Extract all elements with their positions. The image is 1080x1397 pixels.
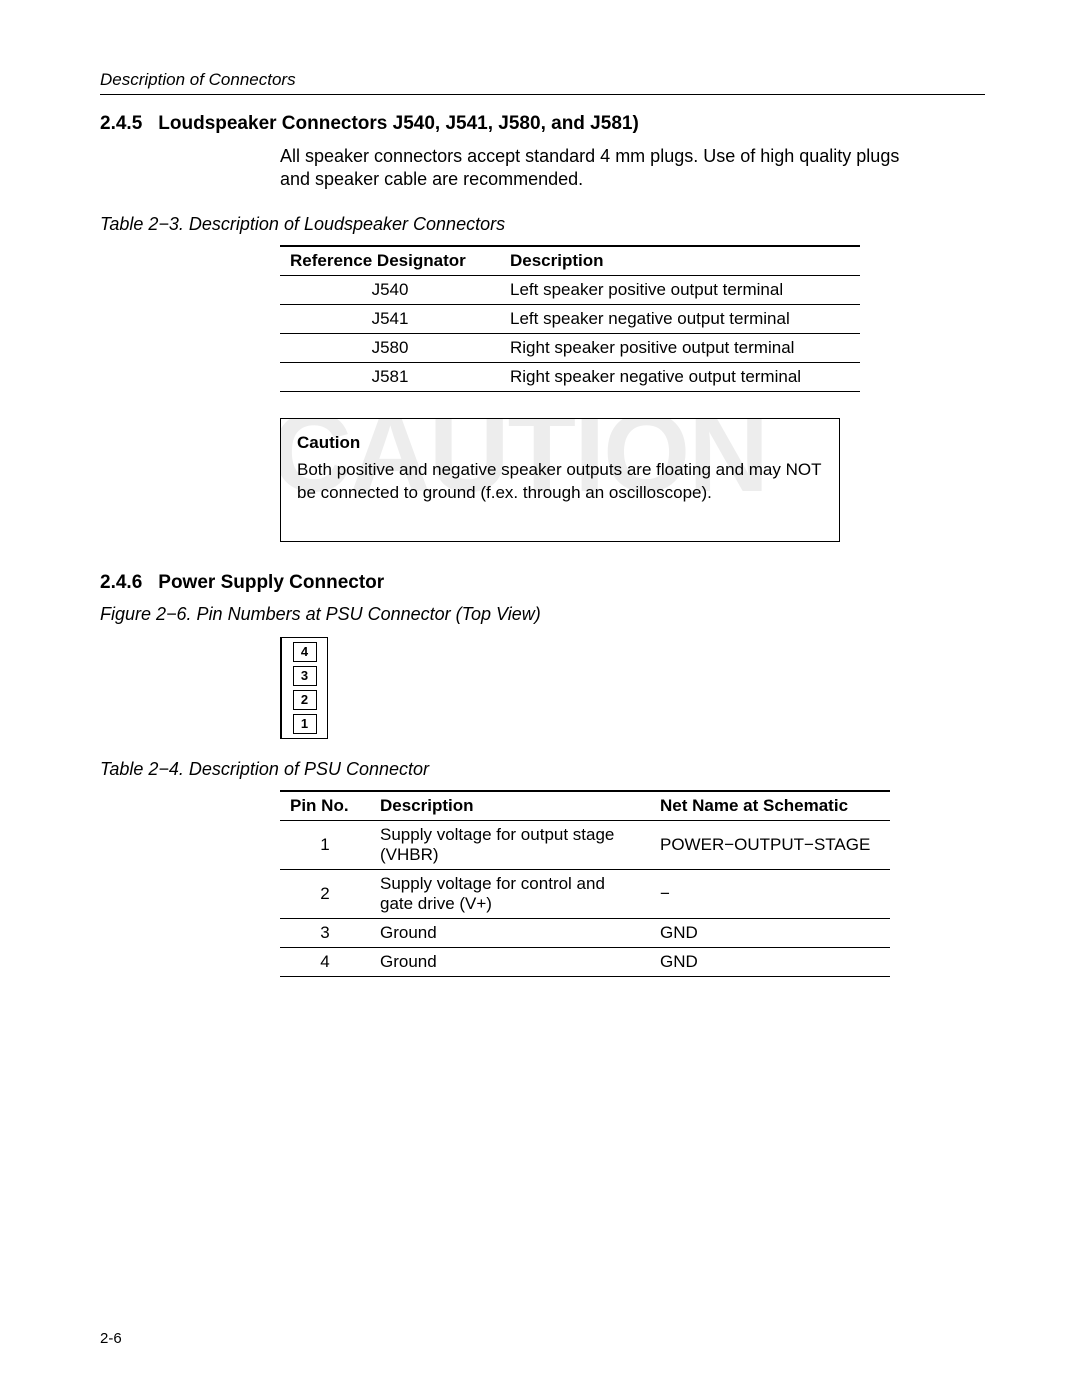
- table-header-cell: Reference Designator: [280, 246, 500, 276]
- caution-text: Both positive and negative speaker outpu…: [297, 459, 823, 505]
- running-header: Description of Connectors: [100, 70, 985, 90]
- table-header-cell: Net Name at Schematic: [650, 791, 890, 821]
- table-header-cell: Pin No.: [280, 791, 370, 821]
- figure-26-caption: Figure 2−6. Pin Numbers at PSU Connector…: [100, 604, 985, 625]
- table-cell: Ground: [370, 947, 650, 976]
- table-cell: POWER−OUTPUT−STAGE: [650, 820, 890, 869]
- table-row: 1Supply voltage for output stage (VHBR)P…: [280, 820, 890, 869]
- table-cell: Supply voltage for control and gate driv…: [370, 869, 650, 918]
- psu-pin: 4: [293, 642, 317, 662]
- table-cell: Right speaker positive output terminal: [500, 333, 860, 362]
- table-row: J540Left speaker positive output termina…: [280, 275, 860, 304]
- table-header-cell: Description: [500, 246, 860, 276]
- section-title: Power Supply Connector: [158, 572, 384, 594]
- table-cell: Supply voltage for output stage (VHBR): [370, 820, 650, 869]
- section-245-heading: 2.4.5 Loudspeaker Connectors J540, J541,…: [100, 113, 985, 135]
- section-number: 2.4.6: [100, 572, 142, 594]
- table-cell: J581: [280, 362, 500, 391]
- table-cell: 3: [280, 918, 370, 947]
- table-cell: J540: [280, 275, 500, 304]
- table-cell: 1: [280, 820, 370, 869]
- table-row: J580Right speaker positive output termin…: [280, 333, 860, 362]
- table-row: J581Right speaker negative output termin…: [280, 362, 860, 391]
- caution-box: CAUTION Caution Both positive and negati…: [280, 418, 840, 542]
- psu-pin: 1: [293, 714, 317, 734]
- table-23-caption: Table 2−3. Description of Loudspeaker Co…: [100, 214, 985, 235]
- table-cell: Right speaker negative output terminal: [500, 362, 860, 391]
- header-rule: [100, 94, 985, 95]
- section-number: 2.4.5: [100, 113, 142, 135]
- section-245-para: All speaker connectors accept standard 4…: [280, 145, 900, 192]
- psu-pin: 3: [293, 666, 317, 686]
- page-number: 2-6: [100, 1330, 122, 1347]
- table-row: 3GroundGND: [280, 918, 890, 947]
- psu-connector-diagram: 4 3 2 1: [280, 637, 328, 739]
- table-row: J541Left speaker negative output termina…: [280, 304, 860, 333]
- table-23: Reference DesignatorDescriptionJ540Left …: [280, 245, 860, 392]
- table-24: Pin No.DescriptionNet Name at Schematic1…: [280, 790, 890, 977]
- table-cell: −: [650, 869, 890, 918]
- table-cell: GND: [650, 947, 890, 976]
- section-title: Loudspeaker Connectors J540, J541, J580,…: [158, 113, 639, 135]
- table-cell: Ground: [370, 918, 650, 947]
- section-246-heading: 2.4.6 Power Supply Connector: [100, 572, 985, 594]
- table-24-caption: Table 2−4. Description of PSU Connector: [100, 759, 985, 780]
- table-cell: J541: [280, 304, 500, 333]
- table-header-cell: Description: [370, 791, 650, 821]
- page: Description of Connectors 2.4.5 Loudspea…: [0, 0, 1080, 1397]
- table-row: 4GroundGND: [280, 947, 890, 976]
- table-row: 2Supply voltage for control and gate dri…: [280, 869, 890, 918]
- table-cell: J580: [280, 333, 500, 362]
- caution-title: Caution: [297, 433, 823, 453]
- table-cell: 4: [280, 947, 370, 976]
- table-cell: GND: [650, 918, 890, 947]
- table-cell: 2: [280, 869, 370, 918]
- table-cell: Left speaker negative output terminal: [500, 304, 860, 333]
- table-cell: Left speaker positive output terminal: [500, 275, 860, 304]
- psu-pin: 2: [293, 690, 317, 710]
